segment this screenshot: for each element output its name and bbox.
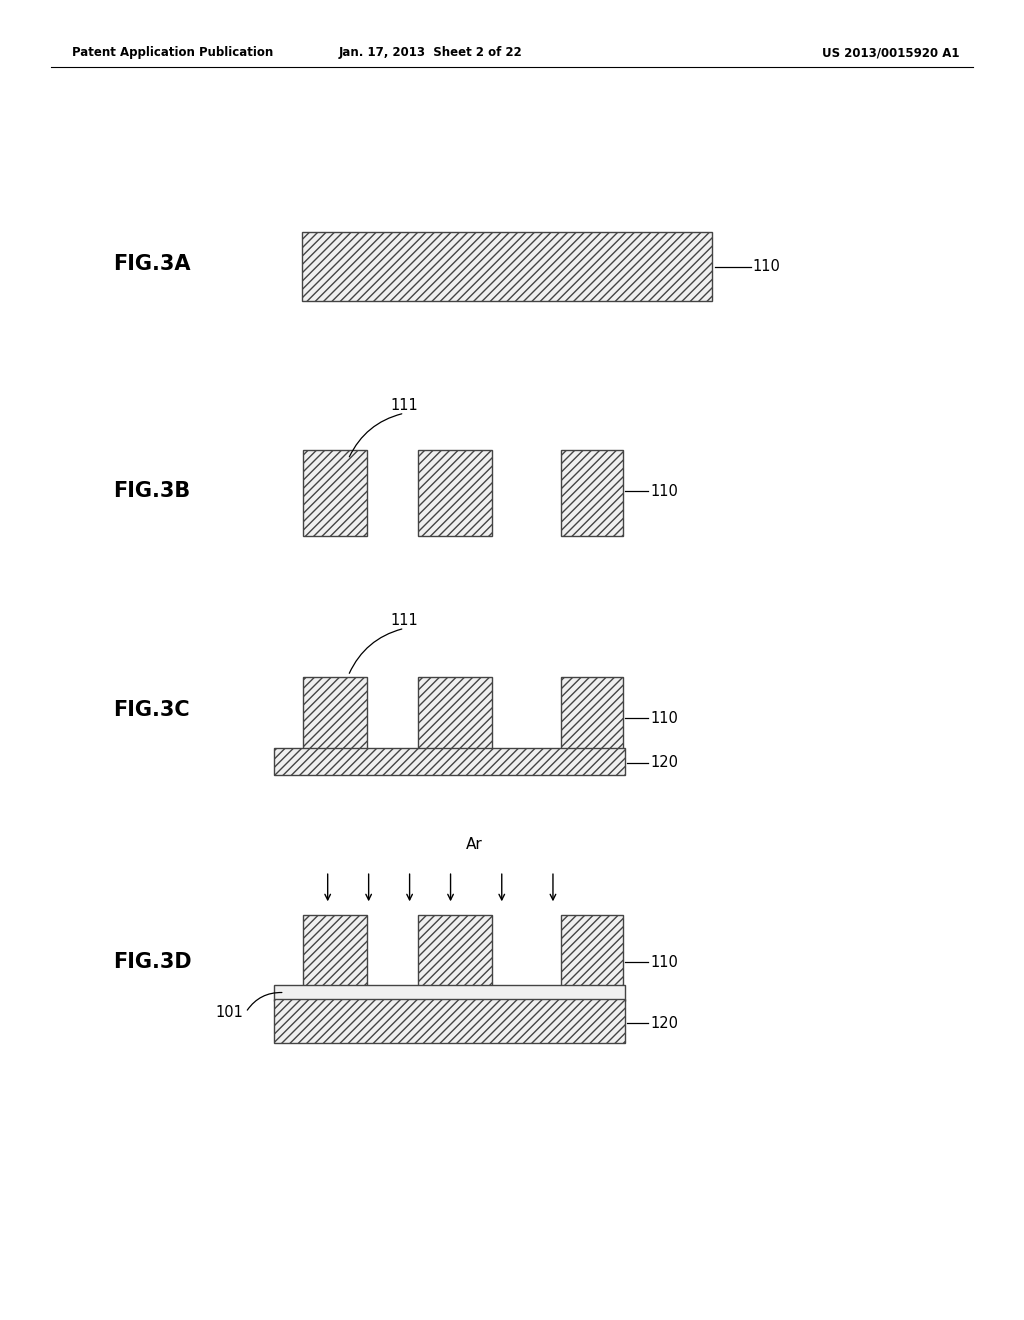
Text: FIG.3A: FIG.3A	[113, 253, 190, 275]
Bar	[418, 677, 492, 750]
Text: 110: 110	[650, 710, 678, 726]
Text: US 2013/0015920 A1: US 2013/0015920 A1	[822, 46, 959, 59]
Bar	[302, 232, 712, 301]
Text: Ar: Ar	[466, 837, 482, 853]
Bar	[418, 450, 492, 536]
Text: 110: 110	[650, 954, 678, 970]
Text: 111: 111	[390, 397, 419, 413]
Text: Jan. 17, 2013  Sheet 2 of 22: Jan. 17, 2013 Sheet 2 of 22	[338, 46, 522, 59]
Bar	[561, 450, 623, 536]
Text: FIG.3C: FIG.3C	[113, 700, 189, 721]
Bar	[274, 999, 625, 1043]
Bar	[303, 915, 367, 987]
Text: 120: 120	[650, 1015, 678, 1031]
Text: FIG.3B: FIG.3B	[113, 480, 189, 502]
Bar	[303, 677, 367, 750]
Text: 110: 110	[753, 259, 780, 275]
Bar	[303, 450, 367, 536]
Bar	[561, 677, 623, 750]
Text: 110: 110	[650, 483, 678, 499]
Text: Patent Application Publication: Patent Application Publication	[72, 46, 273, 59]
Bar	[418, 915, 492, 987]
Text: FIG.3D: FIG.3D	[113, 952, 191, 973]
Text: 120: 120	[650, 755, 678, 771]
Bar	[561, 915, 623, 987]
Bar	[274, 985, 625, 1001]
Text: 101: 101	[216, 1005, 244, 1020]
Bar	[274, 748, 625, 775]
Text: 111: 111	[390, 612, 419, 628]
